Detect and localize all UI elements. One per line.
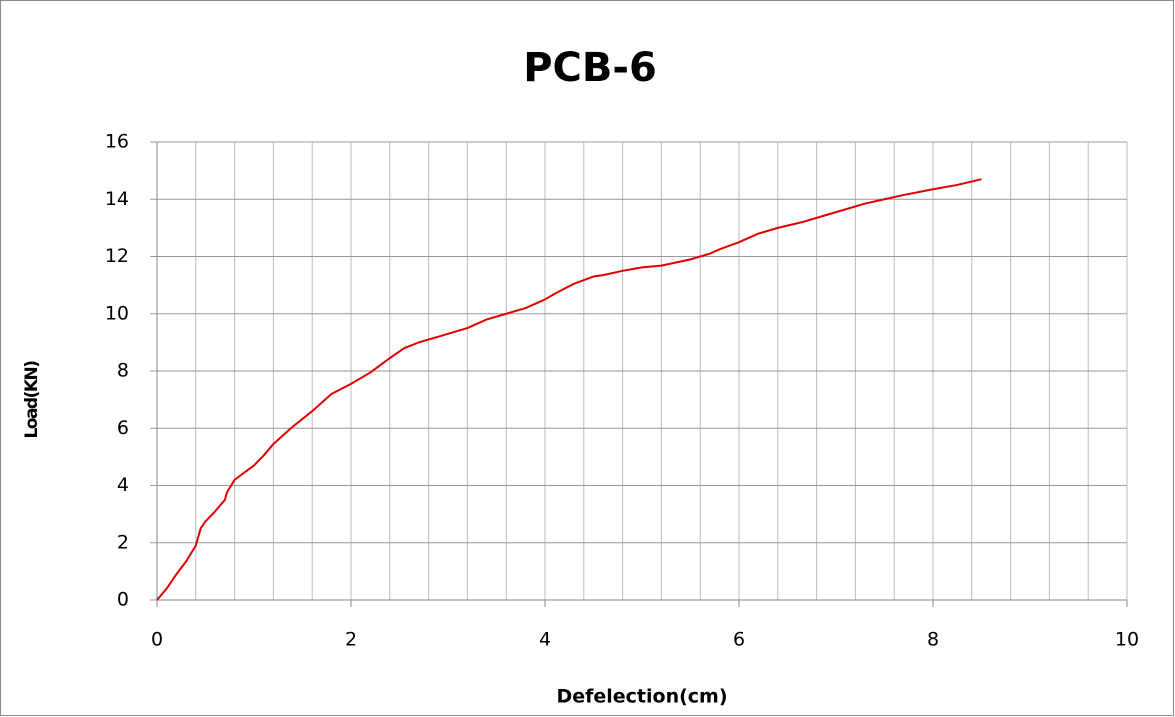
y-tick-label: 10 [105, 302, 129, 324]
y-tick-label: 2 [117, 531, 129, 553]
x-tick-label: 0 [151, 629, 163, 651]
x-tick-label: 8 [927, 629, 939, 651]
x-tick-label: 4 [539, 629, 551, 651]
x-tick-label: 10 [1115, 629, 1139, 651]
y-tick-label: 16 [105, 131, 129, 153]
y-tick-label: 14 [105, 188, 129, 210]
data-line [156, 178, 982, 601]
x-tick-label: 6 [733, 629, 745, 651]
y-axis-label: Load(KN) [22, 361, 42, 439]
y-tick-label: 6 [117, 417, 129, 439]
chart-title: PCB-6 [523, 45, 657, 91]
x-axis-label: Defelection(cm) [556, 686, 727, 708]
y-tick-label: 4 [117, 474, 129, 496]
y-tick-label: 0 [117, 589, 129, 611]
y-tick-label: 8 [117, 360, 129, 382]
x-tick-label: 2 [345, 629, 357, 651]
y-tick-label: 12 [105, 245, 129, 267]
